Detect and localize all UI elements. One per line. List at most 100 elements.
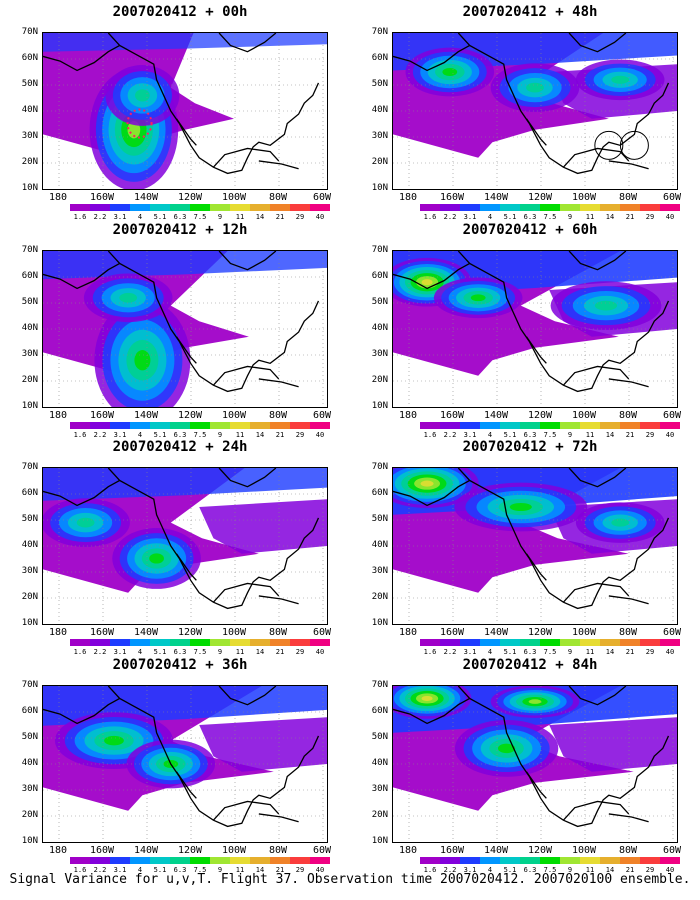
coastline [393,262,470,290]
panel-title: 2007020412 + 12h [112,222,248,238]
longitude-label: 100W [571,410,597,421]
colorbar-label: 1.6 [423,866,437,874]
colorbar-swatch [190,422,210,429]
colorbar-swatch [640,204,660,211]
latitude-label: 50N [21,79,38,89]
latitude-label: 10N [371,618,388,628]
colorbar-swatch [270,639,290,646]
coastline [212,582,280,603]
colorbar-swatch [150,204,170,211]
longitude-label: 80W [618,627,638,638]
colorbar [70,639,330,646]
latitude-label: 30N [21,349,38,359]
colorbar-label: 5.1 [503,213,517,221]
colorbar-label: 6.3 [523,431,537,439]
coastline [218,686,277,706]
latitude-label: 10N [371,836,388,846]
latitude-label: 70N [21,680,38,690]
colorbar-swatch [90,422,110,429]
latitude-label: 40N [371,540,388,550]
colorbar-label: 29 [295,866,305,874]
coastline [107,251,320,393]
map-canvas [43,686,327,842]
longitude-label: 80W [268,845,288,856]
region-circle-marker [619,130,649,160]
colorbar-swatch [520,204,540,211]
latitude-label: 50N [371,297,388,307]
colorbar-label: 5.1 [153,213,167,221]
longitude-label: 120W [177,627,203,638]
latitude-label: 30N [371,784,388,794]
colorbar-label: 7.5 [193,866,207,874]
colorbar-swatch [600,204,620,211]
variance-contour [611,518,630,527]
latitude-label: 60N [371,271,388,281]
coastline [562,800,630,821]
colorbar-label: 4 [487,866,493,874]
longitude-label: 80W [268,410,288,421]
colorbar-swatch [150,857,170,864]
coastline [457,33,670,175]
colorbar-swatch [290,422,310,429]
panel-title: 2007020412 + 00h [112,4,248,20]
longitude-label: 60W [312,627,332,638]
longitude-label: 140W [483,192,509,203]
variance-map [392,32,678,190]
colorbar-swatch [230,639,250,646]
longitude-label: 160W [89,192,115,203]
coastline [175,553,197,581]
latitude-label: 20N [371,592,388,602]
longitude-label: 60W [662,845,682,856]
longitude-label: 140W [483,627,509,638]
colorbar-label: 40 [315,213,325,221]
figure-caption: Signal Variance for u,v,T. Flight 37. Ob… [9,872,691,887]
longitude-label: 120W [527,192,553,203]
colorbar-label: 1.6 [73,648,87,656]
colorbar-label: 1.6 [73,866,87,874]
coastline [457,468,670,610]
coastline [107,686,320,828]
longitude-label: 120W [177,845,203,856]
colorbar-swatch [170,422,190,429]
longitude-label: 160W [439,845,465,856]
variance-contour [421,279,433,286]
variance-contour [420,480,434,487]
longitude-label: 140W [133,845,159,856]
coastline [212,147,280,168]
colorbar-swatch [560,639,580,646]
longitude-label: 120W [527,845,553,856]
map-canvas [43,251,327,407]
longitude-label: 160W [89,410,115,421]
map-panel: 2007020412 + 36h 70N 60N 50N 40N 30N 20N 10N 180… [10,655,350,874]
colorbar-label: 9 [217,648,223,656]
map-canvas [43,468,327,624]
colorbar-label: 7.5 [543,213,557,221]
colorbar-label: 5.1 [153,431,167,439]
coastline [608,378,649,388]
longitude-label: 60W [312,192,332,203]
colorbar-swatch [310,857,330,864]
colorbar-label: 21 [625,866,635,874]
colorbar-swatch [270,857,290,864]
colorbar-label: 3.1 [463,213,477,221]
longitude-label: 180 [398,410,418,421]
colorbar-swatch [600,422,620,429]
colorbar-swatch [250,857,270,864]
colorbar [420,857,680,864]
colorbar-swatch [70,857,90,864]
map-panel: 2007020412 + 48h 70N 60N 50N 40N 30N 20N 10N 180… [360,2,700,221]
variance-contour [442,67,458,77]
coastline [212,365,280,386]
coastline [107,468,320,610]
variance-region-north [43,33,327,52]
colorbar-swatch [230,204,250,211]
colorbar-swatch [290,204,310,211]
longitude-label: 180 [398,845,418,856]
coastline [107,33,320,175]
latitude-label: 10N [21,618,38,628]
colorbar-label: 9 [217,213,223,221]
colorbar-swatch [480,639,500,646]
coastline [175,771,197,799]
colorbar-label: 40 [315,431,325,439]
latitude-label: 10N [21,836,38,846]
